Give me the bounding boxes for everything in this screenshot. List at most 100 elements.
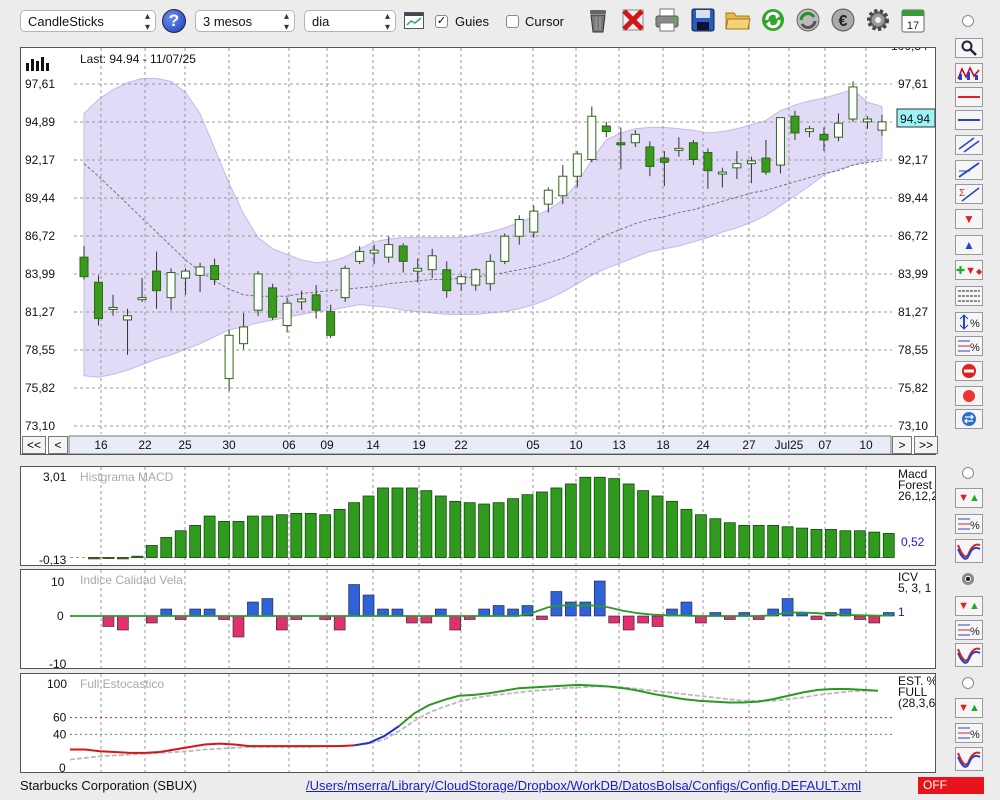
candle-body[interactable]: [137, 297, 147, 301]
candle-body[interactable]: [703, 152, 713, 172]
chart-window-icon[interactable]: [404, 12, 424, 29]
candle-body[interactable]: [558, 175, 568, 197]
candle-body[interactable]: [732, 163, 742, 169]
candle-body[interactable]: [819, 133, 829, 141]
euro-icon[interactable]: €: [830, 6, 856, 34]
candle-body[interactable]: [181, 270, 191, 279]
stoch-lines-button[interactable]: %: [955, 723, 983, 743]
candle-body[interactable]: [514, 218, 524, 237]
no-entry-button[interactable]: [955, 361, 983, 381]
candle-body[interactable]: [442, 269, 452, 292]
gear-icon[interactable]: [865, 6, 891, 34]
delete-icon[interactable]: [620, 6, 646, 34]
candle-body[interactable]: [485, 260, 495, 285]
refresh-icon[interactable]: [760, 6, 786, 34]
candle-body[interactable]: [413, 267, 423, 272]
candle-body[interactable]: [326, 311, 336, 336]
save-icon[interactable]: [690, 6, 716, 34]
candlestick-chart[interactable]: 100,3497,6197,6194,8994,8992,1792,1789,4…: [21, 48, 935, 454]
candle-body[interactable]: [775, 117, 785, 166]
swap-button[interactable]: [955, 409, 983, 429]
candle-body[interactable]: [239, 326, 249, 345]
channel-button[interactable]: [955, 135, 983, 155]
off-status-badge[interactable]: OFF: [918, 777, 984, 794]
candle-body[interactable]: [601, 125, 611, 133]
lines-percent-button[interactable]: %: [955, 336, 983, 356]
candle-body[interactable]: [224, 334, 234, 380]
record-button[interactable]: [955, 386, 983, 406]
candle-body[interactable]: [253, 273, 263, 311]
candle-body[interactable]: [123, 315, 133, 321]
candle-body[interactable]: [543, 189, 553, 205]
candle-body[interactable]: [616, 142, 626, 146]
sync-icon[interactable]: [795, 6, 821, 34]
icv-move-button[interactable]: ▼▲: [955, 596, 983, 616]
guides-checkbox[interactable]: ✓: [435, 15, 448, 28]
candle-body[interactable]: [166, 272, 176, 299]
candle-body[interactable]: [108, 306, 118, 310]
nav-prev-button[interactable]: <: [48, 436, 68, 454]
candle-body[interactable]: [877, 121, 887, 131]
candle-body[interactable]: [572, 153, 582, 177]
icv-lines-button[interactable]: %: [955, 620, 983, 640]
candle-body[interactable]: [717, 171, 727, 175]
candle-body[interactable]: [761, 157, 771, 173]
help-icon[interactable]: ?: [162, 9, 186, 33]
macd-chart[interactable]: Histgrama MACD 3,01 -0,13 MacdForest26,12,2…: [21, 467, 935, 565]
candle-body[interactable]: [746, 160, 756, 165]
candle-body[interactable]: [340, 267, 350, 299]
candle-body[interactable]: [152, 270, 162, 292]
candle-body[interactable]: [195, 266, 205, 276]
candle-body[interactable]: [369, 249, 379, 254]
interval-select[interactable]: dia ▴ ▾: [304, 10, 396, 33]
macd-lines-button[interactable]: %: [955, 514, 983, 534]
candle-body[interactable]: [645, 146, 655, 167]
period-select[interactable]: 3 mesos ▴ ▾: [195, 10, 295, 33]
red-line-button[interactable]: [955, 87, 983, 107]
config-path-link[interactable]: /Users/mserra/Library/CloudStorage/Dropb…: [306, 778, 862, 793]
candle-body[interactable]: [94, 281, 104, 320]
macd-curves-button[interactable]: [955, 539, 983, 563]
open-folder-icon[interactable]: [725, 6, 751, 34]
candle-body[interactable]: [688, 142, 698, 160]
candle-body[interactable]: [500, 235, 510, 262]
candle-body[interactable]: [529, 210, 539, 233]
nav-first-button[interactable]: <<: [22, 436, 46, 454]
calendar-icon[interactable]: 17: [900, 6, 926, 34]
icv-radio[interactable]: [962, 573, 974, 585]
candle-body[interactable]: [79, 256, 89, 278]
nav-last-button[interactable]: >>: [914, 436, 938, 454]
candle-body[interactable]: [674, 147, 684, 151]
candle-body[interactable]: [427, 255, 437, 271]
candle-body[interactable]: [456, 276, 466, 285]
cursor-checkbox[interactable]: [506, 15, 519, 28]
candle-body[interactable]: [268, 287, 278, 318]
candle-body[interactable]: [471, 269, 481, 286]
candle-body[interactable]: [355, 251, 365, 262]
indicators-button[interactable]: [955, 63, 983, 83]
printer-icon[interactable]: [654, 6, 680, 34]
toolbar-radio[interactable]: [962, 15, 974, 27]
scale-percent-button[interactable]: %: [955, 312, 983, 332]
candle-body[interactable]: [833, 122, 843, 138]
candle-body[interactable]: [848, 86, 858, 120]
candle-body[interactable]: [630, 133, 640, 144]
stoch-move-button[interactable]: ▼▲: [955, 698, 983, 718]
candle-body[interactable]: [587, 115, 597, 160]
candle-body[interactable]: [297, 298, 307, 303]
zoom-button[interactable]: [955, 38, 983, 58]
candle-body[interactable]: [862, 118, 872, 123]
stochastic-chart[interactable]: Full Estocastico 100 60 40 0 EST. %FULL(28,3,…: [21, 674, 935, 772]
candle-body[interactable]: [398, 245, 408, 262]
chart-type-select[interactable]: CandleSticks ▴ ▾: [20, 10, 156, 33]
stoch-radio[interactable]: [962, 677, 974, 689]
icv-curves-button[interactable]: [955, 643, 983, 667]
candle-body[interactable]: [282, 302, 292, 327]
candle-body[interactable]: [311, 294, 321, 311]
candle-body[interactable]: [804, 128, 814, 133]
stoch-curves-button[interactable]: [955, 747, 983, 771]
candle-body[interactable]: [210, 265, 220, 280]
candle-body[interactable]: [790, 115, 800, 134]
fibonacci-button[interactable]: Σ: [955, 184, 983, 204]
